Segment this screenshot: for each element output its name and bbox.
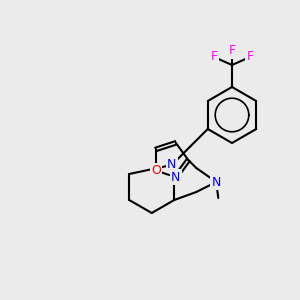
Text: N: N <box>212 176 221 188</box>
Text: F: F <box>246 50 254 64</box>
Text: N: N <box>171 171 181 184</box>
Text: N: N <box>167 158 176 172</box>
Text: O: O <box>151 164 160 177</box>
Text: F: F <box>210 50 218 64</box>
Text: F: F <box>228 44 236 58</box>
